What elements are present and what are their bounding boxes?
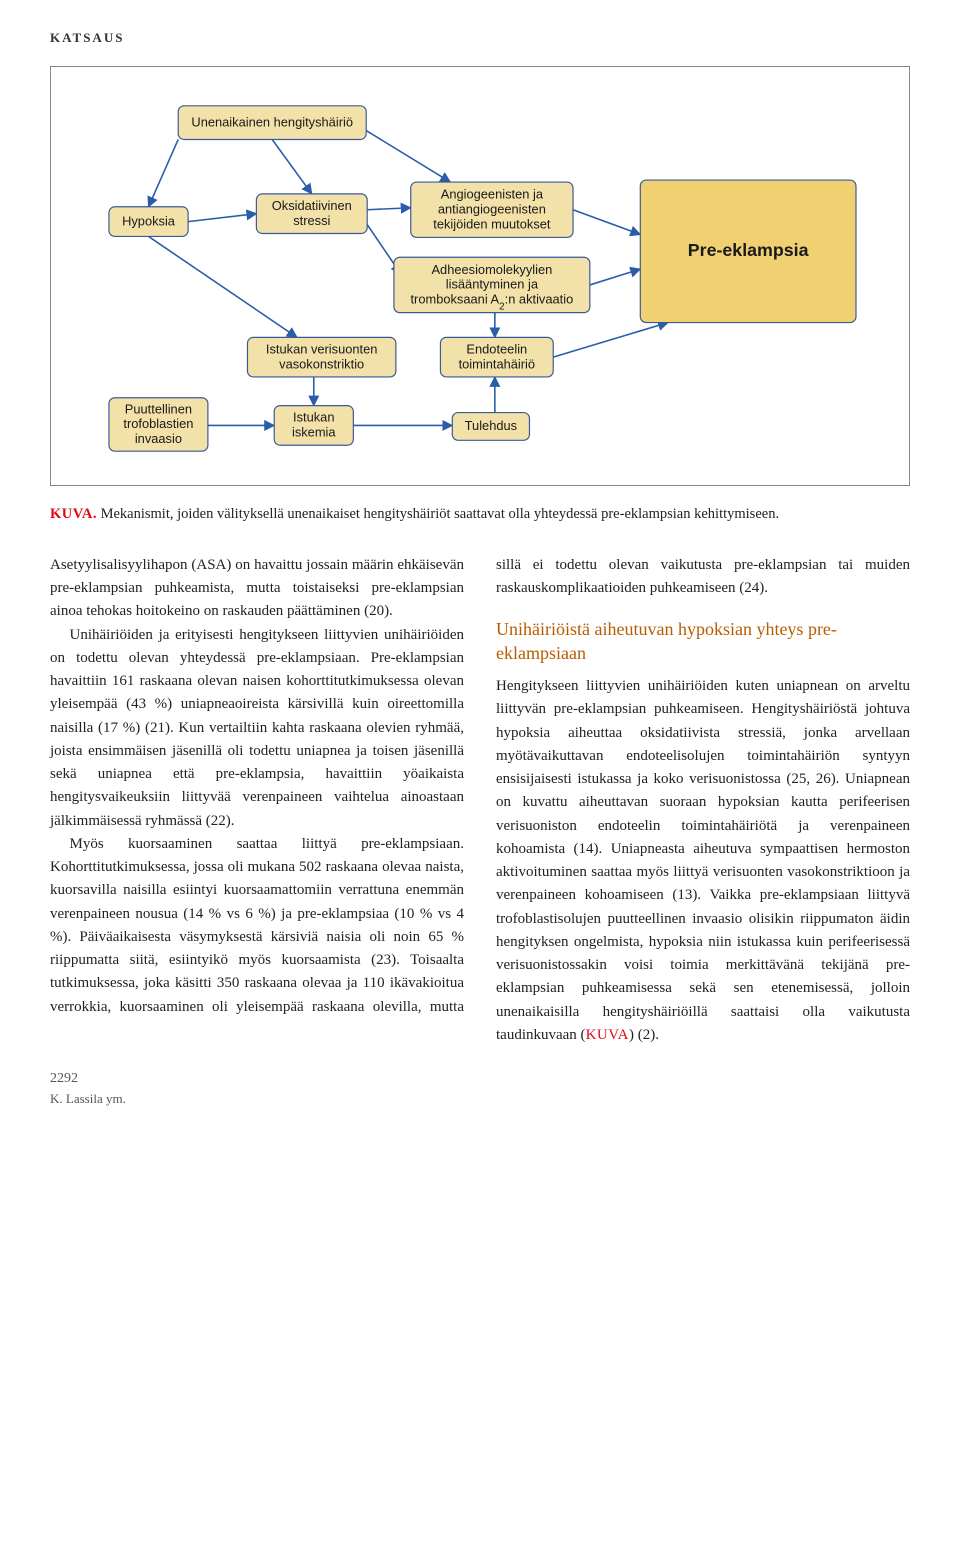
flow-node: Unenaikainen hengityshäiriö [178,106,366,140]
flow-node-label: vasokonstriktio [279,356,364,371]
flow-edge [149,139,179,206]
flow-node: Hypoksia [109,207,188,237]
flow-node-label: trofoblastien [123,416,193,431]
flow-edge [590,269,640,285]
flow-node: Adheesiomolekyylienlisääntyminen jatromb… [394,257,590,312]
flow-node-label: Adheesiomolekyylien [431,262,552,277]
flow-node-label: tekijöiden muutokset [433,216,551,231]
flowchart-diagram: Unenaikainen hengityshäiriö Hypoksia Oksid… [50,66,910,486]
author-line: K. Lassila ym. [50,1091,910,1107]
flow-node-label: Angiogeenisten ja [441,187,544,202]
flow-node-label: stressi [293,213,330,228]
flow-node-label: toimintahäiriö [459,356,535,371]
flow-node-label: Tulehdus [465,418,517,433]
caption-text: Mekanismit, joiden välityksellä unenaika… [101,506,780,522]
body-columns: Asetyylisalisyylihapon (ASA) on havaittu… [50,554,910,1047]
flow-node-label: Pre-eklampsia [688,240,810,260]
flow-edge [553,323,668,358]
flow-edge [573,210,640,235]
flow-node: Istukaniskemia [274,406,353,446]
diagram-svg: Unenaikainen hengityshäiriö Hypoksia Oksid… [71,91,889,467]
paragraph-text: ) (2). [629,1027,659,1043]
caption-label: KUVA. [50,506,97,522]
flow-node: Pre-eklampsia [640,180,856,322]
flow-node-label: Puuttellinen [125,401,192,416]
paragraph: Hengitykseen liittyvien unihäiriöiden ku… [496,675,910,1047]
flow-node-label: Istukan [293,410,334,425]
flow-node: Tulehdus [452,413,529,441]
flow-node-label: iskemia [292,425,336,440]
flow-node: Angiogeenisten jaantiangiogeenistentekij… [411,182,573,237]
figure-caption: KUVA. Mekanismit, joiden välityksellä un… [50,504,910,526]
flow-edge [149,236,297,337]
flow-node-label: Istukan verisuonten [266,341,378,356]
flow-node: Endoteelintoimintahäiriö [440,337,553,377]
flow-node-label: Endoteelin [466,341,527,356]
flow-edge [272,139,312,193]
flow-node-label: antiangiogeenisten [438,201,546,216]
flow-node-label: Oksidatiivinen [272,198,352,213]
flow-node: Puuttellinentrofoblastieninvaasio [109,398,208,451]
paragraph-text: Hengitykseen liittyvien unihäiriöiden ku… [496,678,910,1043]
flow-node: Istukan verisuontenvasokonstriktio [247,337,395,377]
page-number: 2292 [50,1071,910,1087]
paragraph: Unihäiriöiden ja erityisesti hengityksee… [50,624,464,833]
flow-node: Oksidatiivinenstressi [256,194,367,234]
section-header: KATSAUS [50,30,910,46]
paragraph: Asetyylisalisyylihapon (ASA) on havaittu… [50,554,464,624]
flow-edge [366,131,450,182]
inline-figure-ref: KUVA [586,1027,629,1043]
flow-node-label: Unenaikainen hengityshäiriö [191,114,353,129]
flow-edge [367,208,411,210]
flow-node-label: lisääntyminen ja [446,277,539,292]
flow-node-label: Hypoksia [122,213,176,228]
subheading: Unihäiriöistä aiheutuvan hypoksian yhtey… [496,618,910,665]
flow-edge [188,214,256,222]
flow-node-label: invaasio [135,431,182,446]
